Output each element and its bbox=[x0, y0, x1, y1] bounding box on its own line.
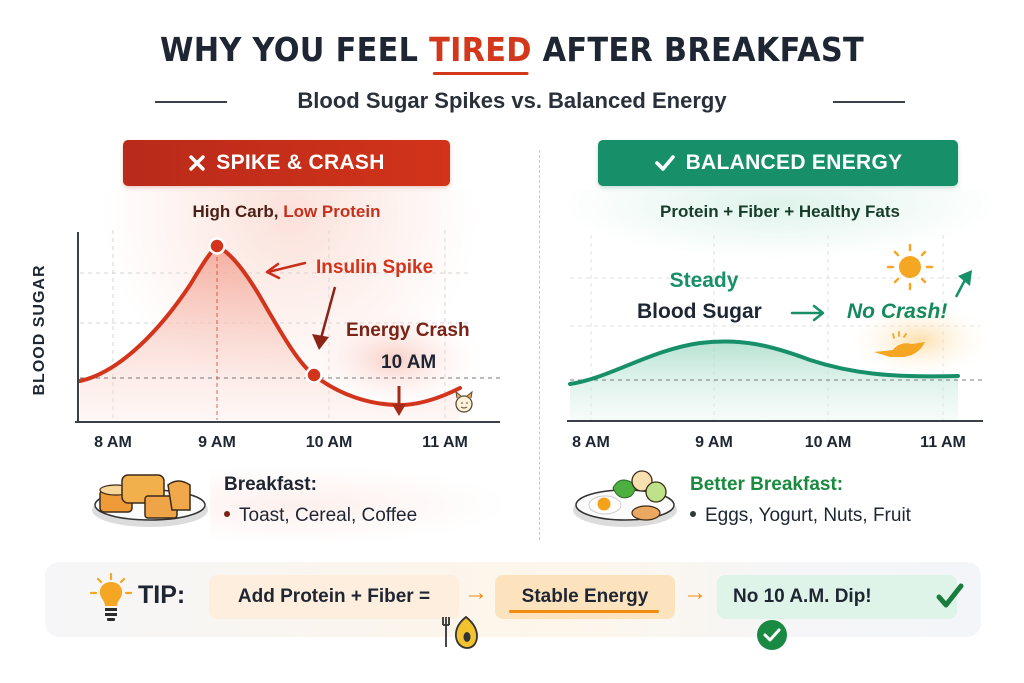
subtitle-rule-right bbox=[833, 101, 905, 103]
title-highlight: TIRED bbox=[429, 30, 532, 75]
food-item: Toast, Cereal, Coffee bbox=[224, 505, 417, 527]
subhead-accent: Low Protein bbox=[283, 202, 381, 221]
panel-divider bbox=[539, 150, 540, 540]
tip-label: TIP: bbox=[138, 581, 186, 609]
carb-breakfast-icon bbox=[92, 474, 208, 527]
check-circle-icon bbox=[757, 620, 787, 650]
badge-label: BALANCED ENERGY bbox=[685, 151, 903, 174]
crash-time-label: 10 AM bbox=[381, 352, 436, 373]
lightbulb-icon bbox=[89, 572, 133, 621]
tired-face-icon bbox=[455, 390, 473, 413]
check-icon bbox=[654, 155, 675, 171]
page-subtitle: Blood Sugar Spikes vs. Balanced Energy bbox=[297, 88, 727, 113]
arrow-right-icon: → bbox=[464, 579, 488, 606]
tip-step-stable-energy: Stable Energy bbox=[495, 575, 675, 619]
balanced-energy-badge: BALANCED ENERGY bbox=[598, 140, 958, 186]
badge-label: SPIKE & CRASH bbox=[216, 151, 385, 174]
food-bg bbox=[210, 465, 510, 545]
fork-avocado-icon bbox=[442, 615, 478, 649]
hand-icon bbox=[874, 331, 925, 357]
balanced-subhead: Protein + Fiber + Healthy Fats bbox=[660, 202, 900, 221]
tip-step-add-protein: Add Protein + Fiber = bbox=[209, 575, 459, 619]
insulin-spike-label: Insulin Spike bbox=[316, 257, 433, 278]
tip-step-no-dip: No 10 A.M. Dip! bbox=[717, 575, 957, 619]
x-icon bbox=[189, 155, 205, 171]
steady-label: Steady bbox=[670, 269, 739, 292]
checkmark-icon bbox=[936, 583, 964, 608]
balanced-breakfast-list: Better Breakfast: Eggs, Yogurt, Nuts, Fr… bbox=[690, 474, 911, 527]
x-tick: 10 AM bbox=[805, 434, 852, 451]
spike-crash-badge: SPIKE & CRASH bbox=[123, 140, 450, 186]
x-tick: 8 AM bbox=[94, 434, 132, 451]
balanced-breakfast-icon bbox=[573, 470, 677, 527]
spike-subhead: High Carb, Low Protein bbox=[123, 202, 450, 222]
blood-sugar-label: Blood Sugar bbox=[637, 300, 762, 323]
x-tick: 9 AM bbox=[695, 434, 733, 451]
title-part: AFTER BREAKFAST bbox=[542, 30, 865, 69]
carb-breakfast-list: Breakfast: Toast, Cereal, Coffee bbox=[224, 474, 417, 527]
balanced-glow bbox=[560, 190, 1000, 260]
food-item: Eggs, Yogurt, Nuts, Fruit bbox=[690, 505, 911, 527]
x-tick: 11 AM bbox=[422, 434, 468, 451]
arrow-right-icon: → bbox=[683, 579, 707, 606]
balanced-chart: Steady Blood Sugar No Crash! 8 AM 9 AM 1… bbox=[567, 235, 995, 451]
spike-chart: Insulin Spike Energy Crash 10 AM 8 AM 9 … bbox=[75, 230, 500, 451]
food-title: Breakfast: bbox=[224, 474, 317, 495]
x-tick: 10 AM bbox=[306, 434, 353, 451]
x-tick: 8 AM bbox=[572, 434, 610, 451]
subtitle-rule-left bbox=[155, 101, 227, 103]
page-title: WHY YOU FEEL TIRED AFTER BREAKFAST bbox=[41, 30, 983, 75]
food-title: Better Breakfast: bbox=[690, 474, 844, 495]
no-crash-label: No Crash! bbox=[847, 300, 947, 323]
x-tick: 11 AM bbox=[920, 434, 966, 451]
energy-crash-label: Energy Crash bbox=[346, 320, 470, 341]
subhead-main: High Carb, bbox=[192, 202, 279, 221]
x-tick: 9 AM bbox=[198, 434, 236, 451]
title-part: WHY YOU FEEL bbox=[159, 30, 419, 69]
